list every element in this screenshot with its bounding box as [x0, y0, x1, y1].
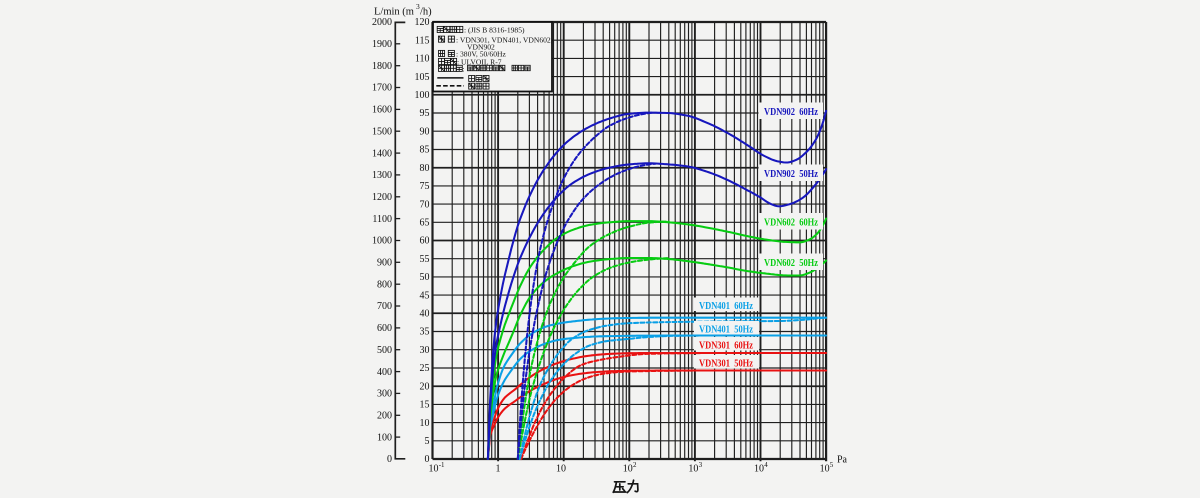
svg-text:15: 15 [420, 400, 430, 411]
svg-text:60: 60 [420, 236, 430, 247]
svg-text:105: 105 [415, 72, 430, 83]
svg-text:: VDN301, VDN401, VDN602,: : VDN301, VDN401, VDN602, [456, 35, 553, 44]
svg-text:1900: 1900 [372, 39, 392, 50]
svg-text:VDN301 60Hz: VDN301 60Hz [699, 341, 753, 352]
svg-text:VDN301 50Hz: VDN301 50Hz [699, 359, 753, 370]
svg-text:5: 5 [425, 436, 430, 447]
svg-text:700: 700 [377, 301, 392, 312]
svg-text:100: 100 [415, 90, 430, 101]
svg-text:3: 3 [416, 2, 420, 11]
svg-text:10: 10 [556, 463, 566, 474]
svg-text:10: 10 [688, 463, 698, 474]
svg-text:2: 2 [633, 461, 637, 469]
svg-text:95: 95 [420, 108, 430, 119]
svg-text:0: 0 [425, 454, 430, 465]
svg-text:300: 300 [377, 389, 392, 400]
svg-text:VDN902 50Hz: VDN902 50Hz [764, 169, 818, 180]
svg-text:10: 10 [754, 463, 764, 474]
svg-text:20: 20 [420, 381, 430, 392]
svg-text:110: 110 [415, 54, 430, 65]
svg-text:80: 80 [420, 163, 430, 174]
svg-text:40: 40 [420, 309, 430, 320]
svg-text:600: 600 [377, 323, 392, 334]
svg-text:VDN401 60Hz: VDN401 60Hz [699, 301, 753, 312]
svg-text:5: 5 [830, 461, 834, 469]
svg-text:Pa: Pa [837, 455, 848, 466]
svg-text:50: 50 [420, 272, 430, 283]
svg-text:1: 1 [496, 463, 501, 474]
svg-text:VDN902 60Hz: VDN902 60Hz [764, 107, 818, 118]
svg-text:10: 10 [820, 463, 830, 474]
svg-text:100: 100 [377, 432, 392, 443]
svg-text:3: 3 [699, 461, 703, 469]
svg-text:30: 30 [420, 345, 430, 356]
svg-text:L/min (m: L/min (m [374, 7, 414, 18]
svg-text:35: 35 [420, 327, 430, 338]
svg-text:: (JIS B 8316-1985): : (JIS B 8316-1985) [464, 26, 525, 35]
svg-text:10: 10 [623, 463, 633, 474]
svg-text:2000: 2000 [372, 17, 392, 28]
svg-text:10: 10 [429, 463, 439, 474]
svg-text:1100: 1100 [372, 214, 392, 225]
svg-text:900: 900 [377, 258, 392, 269]
svg-text:90: 90 [420, 126, 430, 137]
svg-text:200: 200 [377, 411, 392, 422]
svg-text:VDN401 50Hz: VDN401 50Hz [699, 325, 753, 336]
svg-text:10: 10 [420, 418, 430, 429]
svg-text:800: 800 [377, 279, 392, 290]
svg-text:65: 65 [420, 218, 430, 229]
svg-text:85: 85 [420, 145, 430, 156]
svg-text:VDN602 60Hz: VDN602 60Hz [764, 218, 818, 229]
svg-text:/h): /h) [420, 7, 432, 18]
svg-text:0: 0 [387, 454, 392, 465]
svg-text:1600: 1600 [372, 105, 392, 116]
svg-text:75: 75 [420, 181, 430, 192]
svg-text:-1: -1 [439, 461, 445, 469]
svg-text:1300: 1300 [372, 170, 392, 181]
svg-text:VDN602 50Hz: VDN602 50Hz [764, 258, 818, 269]
svg-text:55: 55 [420, 254, 430, 265]
svg-text:1700: 1700 [372, 83, 392, 94]
svg-text:: 380V, 50/60Hz: : 380V, 50/60Hz [456, 50, 506, 59]
svg-text:400: 400 [377, 367, 392, 378]
svg-text:1200: 1200 [372, 192, 392, 203]
svg-text:VDN902: VDN902 [467, 42, 495, 51]
svg-text:: ULVOIL R-7: : ULVOIL R-7 [457, 58, 502, 67]
svg-text:120: 120 [415, 17, 430, 28]
svg-text:1500: 1500 [372, 126, 392, 137]
svg-text:1000: 1000 [372, 236, 392, 247]
svg-text:45: 45 [420, 290, 430, 301]
svg-text:1400: 1400 [372, 148, 392, 159]
svg-text:1800: 1800 [372, 61, 392, 72]
svg-text:500: 500 [377, 345, 392, 356]
svg-text:4: 4 [764, 461, 768, 469]
svg-text::: : [463, 65, 465, 74]
svg-text:70: 70 [420, 199, 430, 210]
svg-text:25: 25 [420, 363, 430, 374]
svg-text:115: 115 [415, 35, 430, 46]
